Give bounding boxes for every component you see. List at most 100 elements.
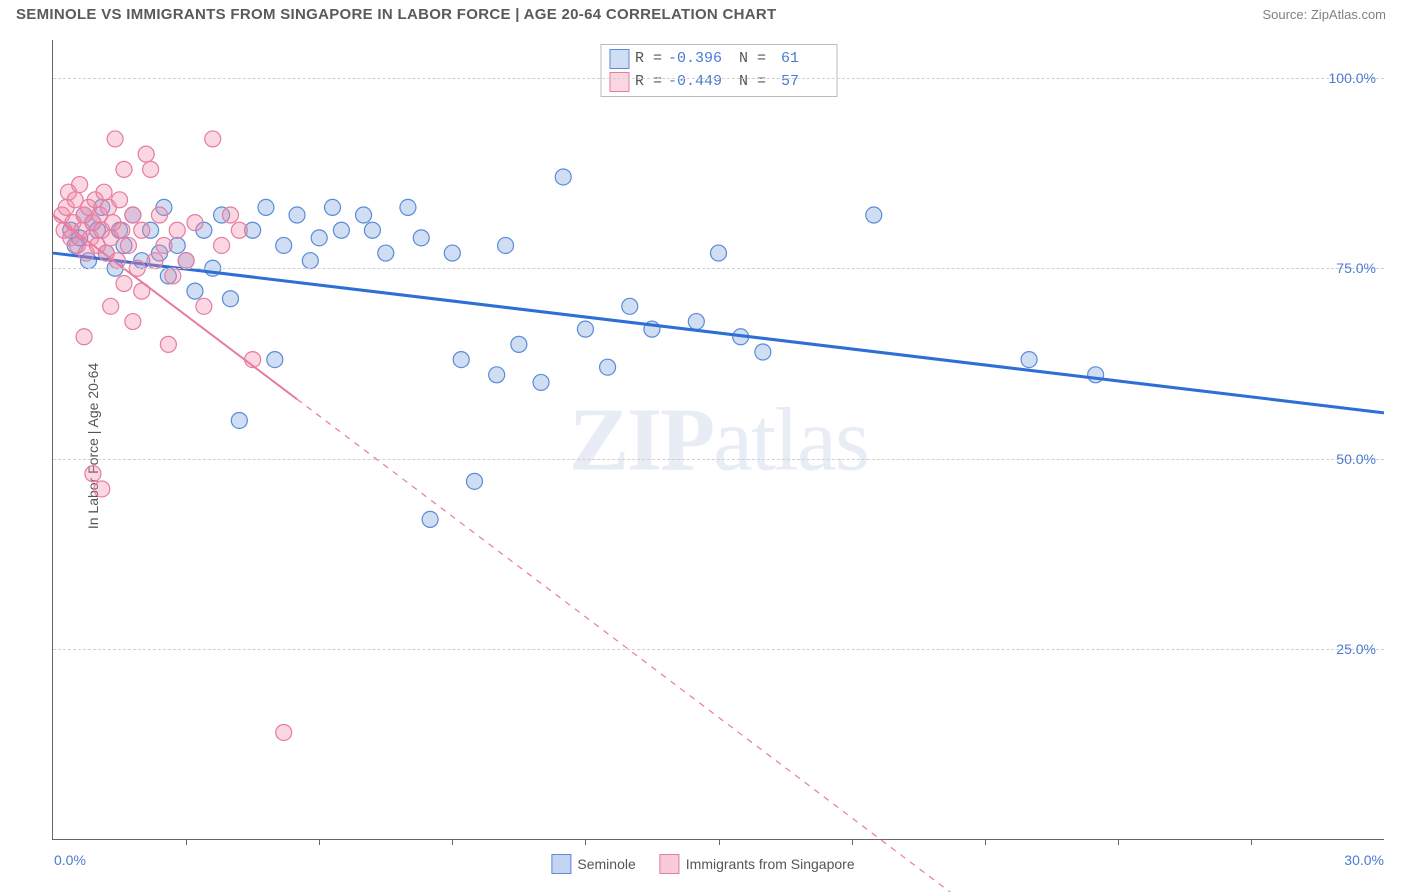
scatter-point (120, 237, 136, 253)
scatter-point (165, 268, 181, 284)
y-tick-label: 75.0% (1336, 260, 1376, 276)
legend-swatch (551, 854, 571, 874)
scatter-point (169, 222, 185, 238)
scatter-point (134, 222, 150, 238)
scatter-point (222, 207, 238, 223)
series-legend: Seminole Immigrants from Singapore (551, 854, 854, 874)
legend-swatch (609, 49, 629, 69)
scatter-point (116, 276, 132, 292)
scatter-point (364, 222, 380, 238)
scatter-point (600, 359, 616, 375)
scatter-point (107, 131, 123, 147)
scatter-point (178, 253, 194, 269)
scatter-point (302, 253, 318, 269)
scatter-point (1021, 352, 1037, 368)
scatter-point (109, 253, 125, 269)
stat-n-value: 61 (772, 48, 828, 71)
scatter-point (258, 199, 274, 215)
scatter-point (143, 161, 159, 177)
x-axis-end-label: 30.0% (1344, 852, 1384, 868)
scatter-point (453, 352, 469, 368)
x-tick-mark (452, 839, 453, 845)
gridline-h (53, 649, 1384, 650)
scatter-point (72, 177, 88, 193)
y-tick-label: 50.0% (1336, 451, 1376, 467)
scatter-point (333, 222, 349, 238)
legend-swatch (660, 854, 680, 874)
x-tick-mark (1251, 839, 1252, 845)
chart-plot-area: ZIPatlas R =-0.396 N = 61R =-0.449 N = 5… (52, 40, 1384, 840)
stat-n-label: N = (730, 48, 766, 71)
scatter-point (688, 314, 704, 330)
scatter-point (125, 207, 141, 223)
scatter-point (114, 222, 130, 238)
scatter-point (231, 412, 247, 428)
y-tick-label: 100.0% (1329, 70, 1376, 86)
legend-item: Seminole (551, 854, 635, 874)
scatter-point (147, 253, 163, 269)
source-attribution: Source: ZipAtlas.com (1262, 7, 1386, 22)
gridline-h (53, 459, 1384, 460)
scatter-point (103, 298, 119, 314)
gridline-h (53, 268, 1384, 269)
x-tick-mark (719, 839, 720, 845)
scatter-point (356, 207, 372, 223)
scatter-point (289, 207, 305, 223)
stat-n-label: N = (730, 71, 766, 94)
y-tick-label: 25.0% (1336, 641, 1376, 657)
scatter-point (85, 466, 101, 482)
header: SEMINOLE VS IMMIGRANTS FROM SINGAPORE IN… (0, 0, 1406, 29)
scatter-point (187, 283, 203, 299)
scatter-point (94, 481, 110, 497)
scatter-point (422, 511, 438, 527)
legend-item: Immigrants from Singapore (660, 854, 855, 874)
stat-r-label: R = (635, 48, 662, 71)
scatter-point (511, 336, 527, 352)
scatter-point (160, 336, 176, 352)
scatter-point (138, 146, 154, 162)
stat-r-value: -0.449 (668, 71, 724, 94)
scatter-point (116, 161, 132, 177)
scatter-point (325, 199, 341, 215)
legend-label: Seminole (577, 856, 635, 872)
scatter-point (151, 207, 167, 223)
trend-line (53, 253, 1384, 413)
legend-swatch (609, 72, 629, 92)
scatter-point (466, 473, 482, 489)
scatter-point (622, 298, 638, 314)
correlation-legend: R = -0.396 N = 61 R = -0.449 N = 57 (600, 44, 837, 97)
scatter-point (196, 298, 212, 314)
trend-line-extrapolated (297, 399, 1384, 892)
scatter-point (276, 237, 292, 253)
scatter-point (866, 207, 882, 223)
scatter-point (577, 321, 593, 337)
gridline-h (53, 78, 1384, 79)
scatter-point (222, 291, 238, 307)
x-tick-mark (186, 839, 187, 845)
scatter-svg (53, 40, 1384, 839)
legend-stat-row: R = -0.449 N = 57 (609, 71, 828, 94)
scatter-point (711, 245, 727, 261)
legend-stat-row: R = -0.396 N = 61 (609, 48, 828, 71)
scatter-point (231, 222, 247, 238)
scatter-point (267, 352, 283, 368)
scatter-point (205, 131, 221, 147)
scatter-point (413, 230, 429, 246)
stat-n-value: 57 (772, 71, 828, 94)
scatter-point (187, 215, 203, 231)
scatter-point (112, 192, 128, 208)
scatter-point (378, 245, 394, 261)
x-tick-mark (319, 839, 320, 845)
scatter-point (498, 237, 514, 253)
scatter-point (400, 199, 416, 215)
scatter-point (755, 344, 771, 360)
stat-r-value: -0.396 (668, 48, 724, 71)
scatter-point (214, 237, 230, 253)
scatter-point (96, 184, 112, 200)
x-tick-mark (1118, 839, 1119, 845)
chart-title: SEMINOLE VS IMMIGRANTS FROM SINGAPORE IN… (16, 6, 777, 23)
scatter-point (533, 374, 549, 390)
stat-r-label: R = (635, 71, 662, 94)
scatter-point (489, 367, 505, 383)
scatter-point (555, 169, 571, 185)
